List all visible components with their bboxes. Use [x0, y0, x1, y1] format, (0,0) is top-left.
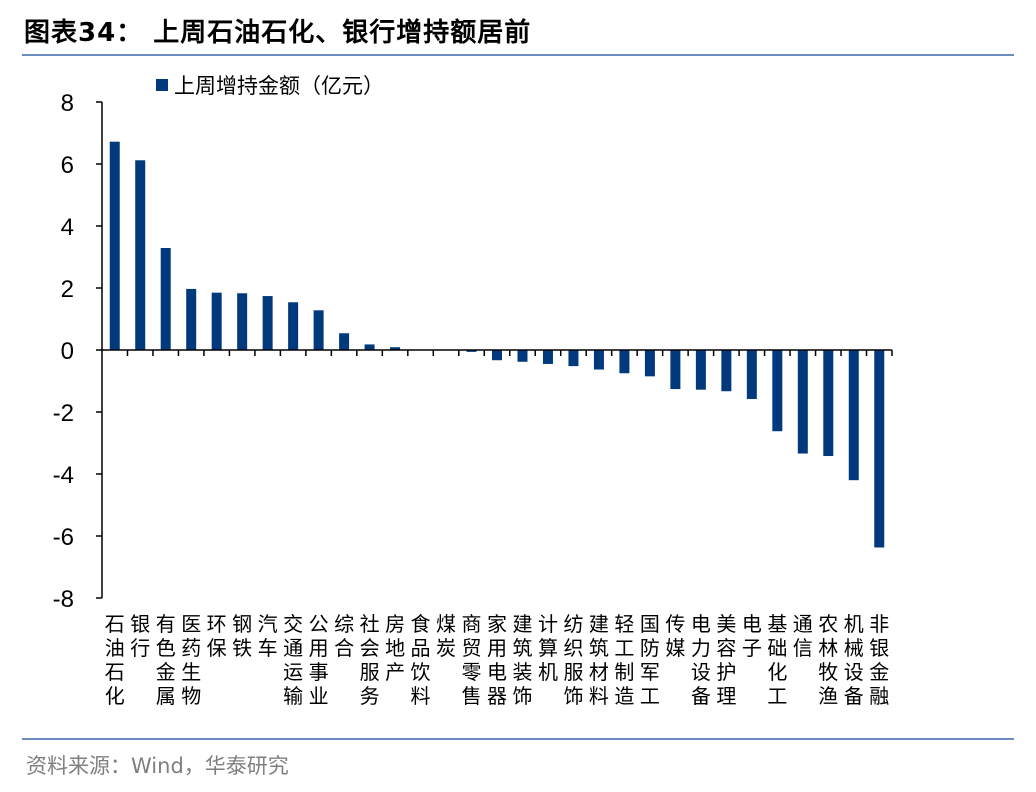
- chart-title: 图表34： 上周石油石化、银行增持额居前: [24, 18, 532, 48]
- x-category-label: 商贸零售: [461, 612, 482, 708]
- x-category-label: 基础化工: [767, 612, 788, 708]
- bar: [186, 288, 197, 350]
- bar: [772, 350, 783, 432]
- bar: [313, 310, 324, 350]
- bar: [848, 350, 859, 481]
- bar: [237, 293, 248, 350]
- bar: [721, 350, 732, 392]
- x-category-label: 国防军工: [639, 612, 660, 708]
- bar: [593, 350, 604, 370]
- x-category-label: 轻工制造: [614, 612, 635, 708]
- legend-swatch-icon: [156, 79, 168, 91]
- bar: [288, 302, 299, 350]
- x-category-label: 传媒: [665, 612, 686, 660]
- bar: [644, 350, 655, 377]
- x-category-label: 电子: [741, 612, 762, 660]
- x-category-label: 电力设备: [690, 612, 711, 708]
- x-category-label: 综合: [334, 612, 355, 660]
- bar: [339, 333, 350, 350]
- y-tick-label: 6: [61, 152, 74, 179]
- x-category-label: 有色金属: [155, 612, 176, 708]
- bar: [619, 350, 630, 374]
- bar: [670, 350, 681, 390]
- x-category-label: 医药生物: [181, 612, 202, 708]
- y-tick-label: 8: [61, 90, 74, 117]
- bar: [492, 350, 502, 361]
- bar: [517, 350, 528, 362]
- bar: [109, 141, 120, 350]
- x-category-label: 食品饮料: [410, 612, 431, 708]
- x-category-label: 社会服务: [359, 612, 380, 708]
- bar: [695, 350, 706, 390]
- bar: [874, 350, 885, 548]
- title-divider: [22, 54, 1014, 56]
- y-tick-label: -6: [53, 524, 74, 551]
- source-note: 资料来源：Wind，华泰研究: [26, 754, 289, 778]
- x-category-label: 煤炭: [436, 612, 457, 660]
- bar: [262, 296, 273, 350]
- x-category-label: 环保: [206, 612, 227, 660]
- y-tick-label: 0: [61, 338, 74, 365]
- y-tick-label: 4: [61, 214, 74, 241]
- y-tick-label: -8: [53, 586, 74, 613]
- x-category-label: 纺织服饰: [563, 612, 584, 708]
- bar: [364, 344, 375, 350]
- x-category-label: 汽车: [257, 612, 278, 660]
- bar: [823, 350, 834, 457]
- bar: [466, 350, 477, 352]
- bar: [746, 350, 757, 399]
- x-category-label: 非银金融: [869, 612, 890, 708]
- x-category-label: 银行: [130, 612, 151, 660]
- x-category-label: 计算机: [537, 612, 558, 684]
- bar: [390, 347, 401, 350]
- y-tick-label: -4: [53, 462, 74, 489]
- x-category-label: 交通运输: [283, 612, 304, 708]
- y-tick-label: -2: [53, 400, 74, 427]
- x-category-label: 农林牧渔: [818, 612, 839, 708]
- x-category-label: 房地产: [385, 612, 406, 684]
- legend: 上周增持金额（亿元）: [156, 70, 384, 100]
- x-category-label: 建筑装饰: [512, 612, 533, 708]
- y-tick-label: 2: [61, 276, 74, 303]
- bar: [135, 160, 146, 350]
- bar: [211, 292, 222, 350]
- x-category-label: 家用电器: [487, 612, 507, 708]
- bar: [797, 350, 808, 454]
- bar: [542, 350, 553, 364]
- x-category-label: 石油石化: [104, 612, 125, 708]
- x-category-label: 建筑材料: [588, 612, 609, 708]
- bar: [160, 248, 171, 350]
- legend-label: 上周增持金额（亿元）: [174, 74, 384, 98]
- bar: [568, 350, 579, 367]
- footer-divider: [22, 738, 1014, 740]
- x-category-label: 公用事业: [308, 612, 329, 708]
- x-category-label: 钢铁: [232, 612, 253, 660]
- x-category-label: 机械设备: [843, 612, 864, 708]
- x-category-label: 通信: [792, 612, 813, 660]
- x-category-label: 美容护理: [716, 612, 737, 708]
